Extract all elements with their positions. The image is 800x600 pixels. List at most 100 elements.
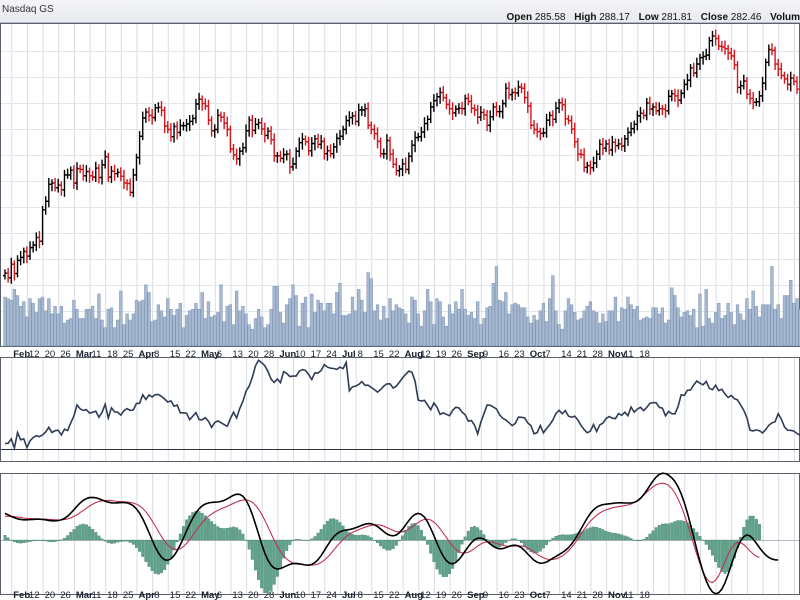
volume-bar <box>679 316 683 347</box>
volume-bar <box>78 318 82 347</box>
open-label: Open <box>506 12 533 23</box>
x-tick-label: Oct <box>530 349 547 360</box>
volume-bar <box>507 313 511 347</box>
histogram-bar <box>532 539 536 554</box>
histogram-bar <box>529 539 533 552</box>
volume-bar <box>457 309 461 347</box>
volume-bar <box>153 319 157 347</box>
histogram-bar <box>626 536 630 541</box>
histogram-bar <box>313 536 317 541</box>
volume-bar <box>103 327 107 347</box>
x-tick-label: 19 <box>436 349 447 360</box>
volume-bar <box>760 304 765 347</box>
volume-bar <box>178 302 182 347</box>
volume-bar <box>159 310 164 347</box>
histogram-bar <box>66 535 70 541</box>
volume-bar <box>391 310 395 347</box>
volume-bar <box>22 301 26 347</box>
histogram-bar <box>147 539 151 567</box>
volume-bar <box>432 324 436 347</box>
volume-bar <box>632 309 636 347</box>
x-tick-label: 25 <box>123 349 134 360</box>
histogram-bar <box>235 527 239 541</box>
volume-bar <box>541 302 546 347</box>
x-tick-label: 20 <box>45 349 56 360</box>
x-tick-label: Feb <box>13 590 30 600</box>
volume-bar <box>585 306 589 347</box>
histogram-bar <box>297 539 301 541</box>
volume-bar <box>319 302 323 347</box>
histogram-bar <box>707 539 711 550</box>
histogram-bar <box>560 534 564 541</box>
x-tick-label: 8 <box>358 590 363 600</box>
volume-bar <box>47 298 51 347</box>
volume-bar <box>607 310 611 347</box>
histogram-bar <box>607 531 611 541</box>
histogram-bar <box>50 539 54 543</box>
volume-bar <box>416 313 420 347</box>
volume-bar <box>335 292 339 347</box>
volume-bar <box>513 302 517 347</box>
volume-bar <box>682 312 686 347</box>
close-value: 282.46 <box>730 12 762 23</box>
histogram-bar <box>250 539 254 560</box>
volume-bar <box>441 316 445 347</box>
volume-bar <box>338 283 342 347</box>
volume-bar <box>732 324 736 347</box>
histogram-bar <box>376 539 379 544</box>
volume-bar <box>767 304 771 347</box>
histogram-bar <box>695 532 699 541</box>
volume-bar <box>720 318 724 347</box>
histogram-bar <box>423 536 426 541</box>
histogram-bar <box>172 539 176 551</box>
volume-bar <box>166 298 170 347</box>
volume-bar <box>213 315 217 347</box>
x-tick-label: Mar <box>76 590 93 600</box>
volume-bar <box>175 309 179 347</box>
x-tick-label: 16 <box>498 349 509 360</box>
histogram-bar <box>300 539 304 541</box>
volume-bar <box>144 284 148 347</box>
x-tick-label: Feb <box>13 349 30 360</box>
histogram-bar <box>438 539 442 575</box>
volume-bar <box>363 312 367 347</box>
volume-bar <box>94 318 98 347</box>
x-tick-label: 9 <box>483 590 488 600</box>
volume-bar <box>523 307 527 347</box>
x-tick-label: Jun <box>279 349 296 360</box>
histogram-bar <box>210 521 214 541</box>
volume-bar <box>645 316 649 347</box>
volume-bar <box>169 309 173 347</box>
histogram-bar <box>397 539 401 542</box>
volume-bar <box>576 319 580 347</box>
volume-bar <box>745 298 749 347</box>
histogram-bar <box>332 518 336 541</box>
histogram-bar <box>78 524 82 541</box>
volume-bar <box>350 296 355 347</box>
volume-bar <box>770 266 774 347</box>
x-tick-label: 21 <box>577 349 588 360</box>
histogram-bar <box>125 539 129 542</box>
histogram-bar <box>81 523 85 541</box>
histogram-bar <box>570 534 574 541</box>
volume-bar <box>253 318 258 347</box>
volume-bar <box>479 324 483 347</box>
volume-bar <box>726 302 730 347</box>
volume-bars <box>3 266 800 347</box>
x-tick-label: Jun <box>279 590 296 600</box>
volume-bar <box>307 327 311 347</box>
histogram-bar <box>222 528 226 541</box>
volume-bar <box>112 327 117 347</box>
volume-bar <box>667 319 671 347</box>
histogram-bar <box>513 538 517 541</box>
histogram-bar <box>347 532 351 541</box>
x-tick-label: 22 <box>185 590 196 600</box>
volume-bar <box>529 322 533 347</box>
histogram-bar <box>175 539 179 543</box>
volume-bar <box>310 293 314 347</box>
histogram-bar <box>432 539 436 562</box>
volume-bar <box>141 299 145 347</box>
histogram-bar <box>757 524 761 541</box>
histogram-bar <box>163 539 167 570</box>
